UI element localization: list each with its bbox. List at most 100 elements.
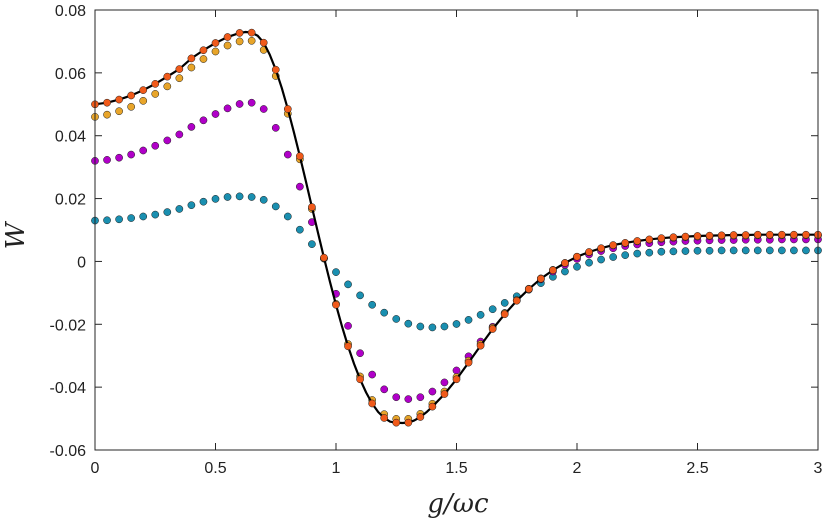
data-point-orange-red: [320, 253, 328, 262]
data-point-orange-red: [500, 310, 509, 319]
data-point-teal: [633, 249, 642, 258]
data-point-teal: [283, 212, 292, 221]
data-point-orange-red: [573, 252, 581, 261]
data-point-teal: [464, 316, 473, 324]
data-point-orange-red: [524, 285, 533, 293]
data-point-orange-red: [717, 231, 726, 240]
data-point-orange-red: [428, 402, 437, 411]
data-point-magenta: [416, 393, 425, 402]
data-point-orange-red: [549, 266, 557, 275]
y-tick-label: 0.02: [55, 192, 86, 209]
data-point-gold: [211, 47, 220, 56]
data-point-gold: [103, 110, 111, 119]
data-point-orange-red: [729, 231, 738, 239]
data-point-gold: [139, 96, 148, 105]
data-point-gold: [115, 107, 123, 116]
data-point-teal: [247, 193, 256, 201]
data-point-orange-red: [344, 342, 352, 351]
data-point-magenta: [163, 136, 172, 145]
data-point-orange-red: [356, 375, 364, 384]
data-point-teal: [416, 322, 425, 331]
data-point-orange-red: [621, 239, 630, 247]
y-tick-label: -0.04: [50, 380, 87, 397]
data-point-orange-red: [778, 230, 786, 239]
y-tick-label: 0: [77, 254, 86, 271]
axes: 0 0.5 1 1.5 2 2.5 3 -0.06 -0.04 -0.02 0 0.02 0.04 0.0…: [50, 3, 822, 477]
data-point-gold: [151, 90, 160, 98]
data-point-magenta: [211, 110, 220, 118]
data-point-teal: [657, 247, 666, 256]
y-tick-label: 0.06: [55, 66, 86, 83]
data-point-orange-red: [259, 38, 268, 47]
data-point-gold: [247, 36, 256, 45]
data-point-gold: [175, 74, 184, 83]
data-point-orange-red: [537, 274, 545, 283]
data-point-teal: [597, 255, 605, 264]
data-point-magenta: [259, 105, 268, 113]
data-point-orange-red: [753, 230, 762, 239]
data-point-teal: [344, 280, 352, 289]
data-point-magenta: [139, 146, 148, 155]
data-point-magenta: [127, 150, 135, 159]
data-point-teal: [151, 210, 160, 219]
data-point-magenta: [440, 378, 449, 387]
data-point-orange-red: [223, 33, 232, 41]
x-tick-label: 3: [814, 460, 822, 477]
data-point-teal: [790, 246, 798, 255]
data-point-teal: [561, 267, 569, 276]
data-point-teal: [392, 315, 401, 323]
data-point-orange-red: [657, 234, 666, 243]
data-point-orange-red: [440, 390, 449, 398]
data-point-orange-red: [488, 325, 497, 333]
data-point-gold: [235, 37, 244, 46]
data-point-orange-red: [669, 233, 678, 242]
data-point-orange-red: [235, 29, 244, 37]
data-point-orange-red: [645, 235, 654, 244]
data-point-teal: [621, 251, 630, 259]
data-point-teal: [669, 247, 678, 256]
data-point-orange-red: [211, 39, 220, 47]
data-point-teal: [729, 246, 738, 255]
data-point-magenta: [187, 123, 196, 131]
data-point-orange-red: [368, 399, 376, 408]
data-point-teal: [175, 205, 184, 213]
y-tick-label: -0.02: [50, 317, 87, 334]
data-point-gold: [163, 82, 172, 91]
data-point-teal: [380, 308, 389, 317]
data-point-orange-red: [705, 231, 714, 240]
data-point-teal: [693, 246, 702, 255]
data-point-gold: [187, 63, 196, 72]
data-point-magenta: [283, 150, 292, 159]
data-point-orange-red: [199, 46, 208, 55]
x-tick-label: 1.5: [445, 460, 467, 477]
data-point-magenta: [404, 395, 413, 403]
data-point-teal: [259, 195, 268, 204]
data-point-orange-red: [103, 98, 111, 107]
data-point-magenta: [175, 130, 184, 139]
data-point-orange-red: [392, 418, 401, 427]
y-axis-title: W: [1, 220, 31, 249]
data-point-teal: [645, 248, 654, 257]
data-point-orange-red: [271, 65, 280, 74]
data-point-orange-red: [127, 91, 135, 100]
data-point-teal: [428, 323, 437, 332]
data-point-magenta: [235, 100, 244, 108]
data-point-orange-red: [175, 65, 184, 73]
series-orange-red: [91, 28, 822, 427]
data-point-magenta: [452, 366, 461, 375]
x-tick-label: 2: [573, 460, 582, 477]
data-point-orange-red: [416, 413, 425, 421]
data-point-orange-red: [464, 358, 473, 367]
data-point-magenta: [380, 385, 389, 394]
data-point-orange-red: [163, 72, 172, 81]
y-tick-label: 0.08: [55, 3, 86, 20]
data-point-teal: [573, 262, 581, 271]
data-point-teal: [235, 192, 244, 201]
data-point-orange-red: [332, 300, 340, 309]
data-point-orange-red: [380, 414, 389, 422]
data-point-teal: [127, 214, 135, 222]
data-point-gold: [127, 102, 135, 111]
y-tick-label: -0.06: [50, 443, 87, 460]
data-point-teal: [139, 212, 148, 221]
